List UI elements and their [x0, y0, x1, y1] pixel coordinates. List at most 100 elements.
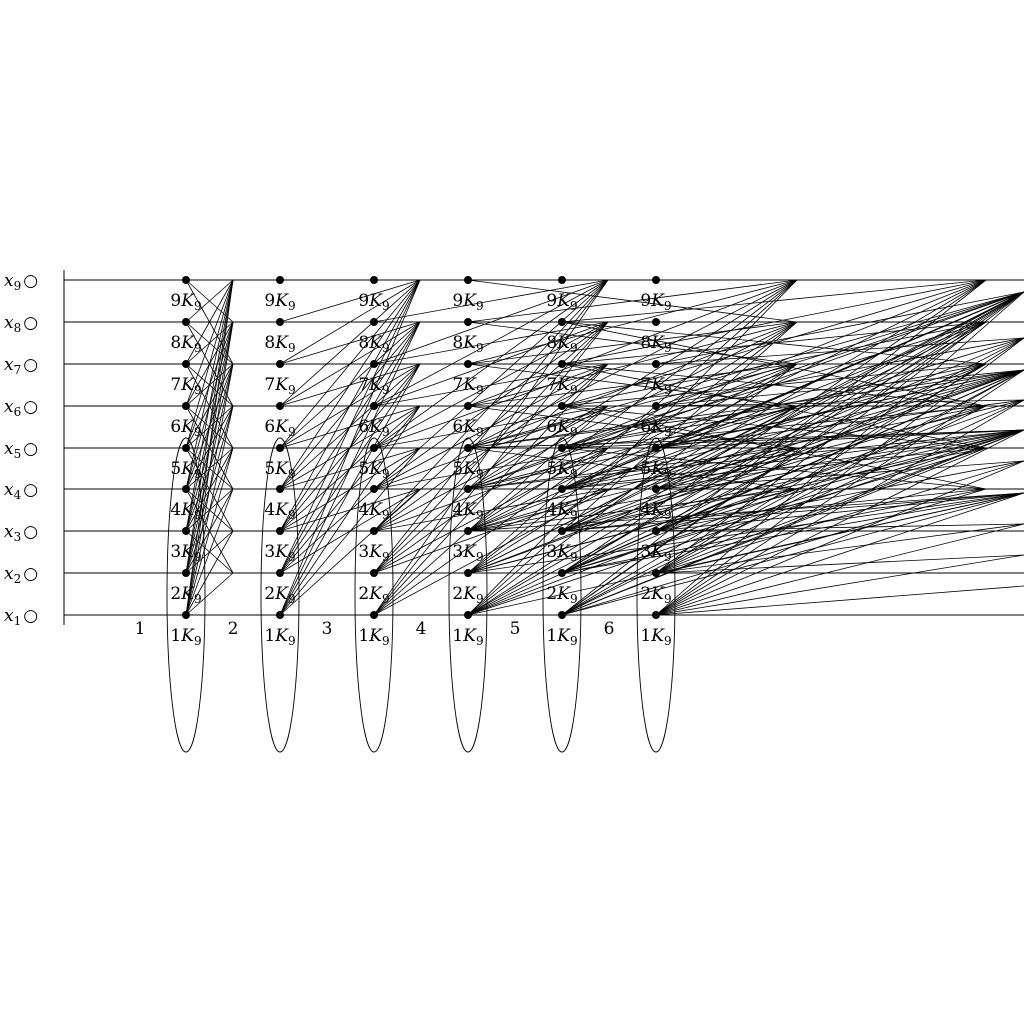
- column-number-3: 3: [322, 619, 333, 639]
- node-label: 8K9: [358, 333, 389, 355]
- node-col3-level9: [370, 276, 378, 284]
- edge: [279, 488, 421, 532]
- node-col6-level3: [652, 527, 660, 535]
- edge: [373, 321, 609, 365]
- edge: [373, 363, 609, 407]
- node-col2-level5: [276, 444, 284, 452]
- edge: [561, 363, 987, 407]
- node-label: 5K9: [546, 459, 577, 481]
- column-ellipse-2: [260, 437, 300, 753]
- node-label: 7K9: [358, 375, 389, 397]
- node-label: 9K9: [170, 291, 201, 313]
- edge: [655, 291, 1024, 490]
- node-col1-level1: [182, 611, 190, 619]
- edge: [467, 429, 1024, 616]
- node-col4-level1: [464, 611, 472, 619]
- node-label: 5K9: [264, 459, 295, 481]
- node-label: 7K9: [170, 375, 201, 397]
- node-col3-level5: [370, 444, 378, 452]
- node-col5-level1: [558, 611, 566, 619]
- column-number-5: 5: [510, 619, 521, 639]
- edge: [655, 585, 1024, 616]
- node-col6-level2: [652, 569, 660, 577]
- node-col1-level7: [182, 360, 190, 368]
- edge: [561, 492, 1024, 616]
- node-label: 4K9: [264, 500, 295, 522]
- edge: [373, 447, 609, 574]
- edge: [467, 429, 1024, 574]
- edge: [373, 279, 609, 323]
- edge: [467, 369, 1024, 574]
- edge: [467, 369, 1024, 532]
- node-label: 6K9: [546, 417, 577, 439]
- node-col2-level2: [276, 569, 284, 577]
- node-col6-level8: [652, 318, 660, 326]
- edge: [373, 447, 609, 490]
- edge: [561, 429, 1024, 574]
- node-label: 9K9: [546, 291, 577, 313]
- node-col5-level7: [558, 360, 566, 368]
- node-label: 9K9: [358, 291, 389, 313]
- node-col4-level3: [464, 527, 472, 535]
- edge: [561, 429, 1024, 532]
- node-layer: [182, 276, 660, 619]
- node-col2-level9: [276, 276, 284, 284]
- node-label: 2K9: [358, 584, 389, 606]
- node-label: 4K9: [546, 500, 577, 522]
- edge: [373, 363, 609, 490]
- node-label: 7K9: [264, 375, 295, 397]
- node-label: 4K9: [640, 500, 671, 522]
- edge: [561, 405, 987, 449]
- edge: [561, 321, 987, 365]
- node-col3-level3: [370, 527, 378, 535]
- node-label: 1K9: [640, 626, 671, 648]
- node-col4-level4: [464, 485, 472, 493]
- node-col4-level6: [464, 402, 472, 410]
- edge: [185, 447, 234, 490]
- node-label: 3K9: [546, 542, 577, 564]
- edge: [561, 291, 1024, 449]
- edge: [655, 337, 1024, 490]
- node-col6-level9: [652, 276, 660, 284]
- row-label-x8: x8 ○: [4, 313, 38, 335]
- node-label: 3K9: [452, 542, 483, 564]
- edge: [561, 369, 1024, 449]
- edge: [279, 363, 421, 490]
- node-label: 8K9: [640, 333, 671, 355]
- node-col3-level8: [370, 318, 378, 326]
- edge: [655, 369, 1024, 407]
- node-col6-level4: [652, 485, 660, 493]
- edge: [655, 399, 1024, 574]
- node-col1-level5: [182, 444, 190, 452]
- edge: [655, 291, 1024, 407]
- node-col2-level8: [276, 318, 284, 326]
- node-col3-level2: [370, 569, 378, 577]
- edge: [185, 488, 234, 532]
- edge: [467, 363, 798, 490]
- edge: [655, 337, 1024, 407]
- edge: [561, 369, 1024, 616]
- column-ellipse-3: [354, 437, 394, 753]
- edge: [561, 429, 1024, 616]
- node-label: 5K9: [170, 459, 201, 481]
- edge: [279, 279, 421, 323]
- node-label: 1K9: [264, 626, 295, 648]
- column-number-6: 6: [604, 619, 615, 639]
- column-ellipse-5: [542, 437, 582, 753]
- node-label: 6K9: [358, 417, 389, 439]
- edge: [561, 429, 1024, 449]
- edge: [467, 291, 1024, 616]
- node-col4-level9: [464, 276, 472, 284]
- edge: [467, 291, 1024, 449]
- edge: [467, 429, 1024, 490]
- node-label: 3K9: [264, 542, 295, 564]
- column-number-1: 1: [135, 619, 146, 639]
- edge: [185, 572, 234, 616]
- edge: [561, 363, 987, 490]
- node-col1-level2: [182, 569, 190, 577]
- node-col2-level3: [276, 527, 284, 535]
- edge: [561, 279, 987, 323]
- node-label: 8K9: [546, 333, 577, 355]
